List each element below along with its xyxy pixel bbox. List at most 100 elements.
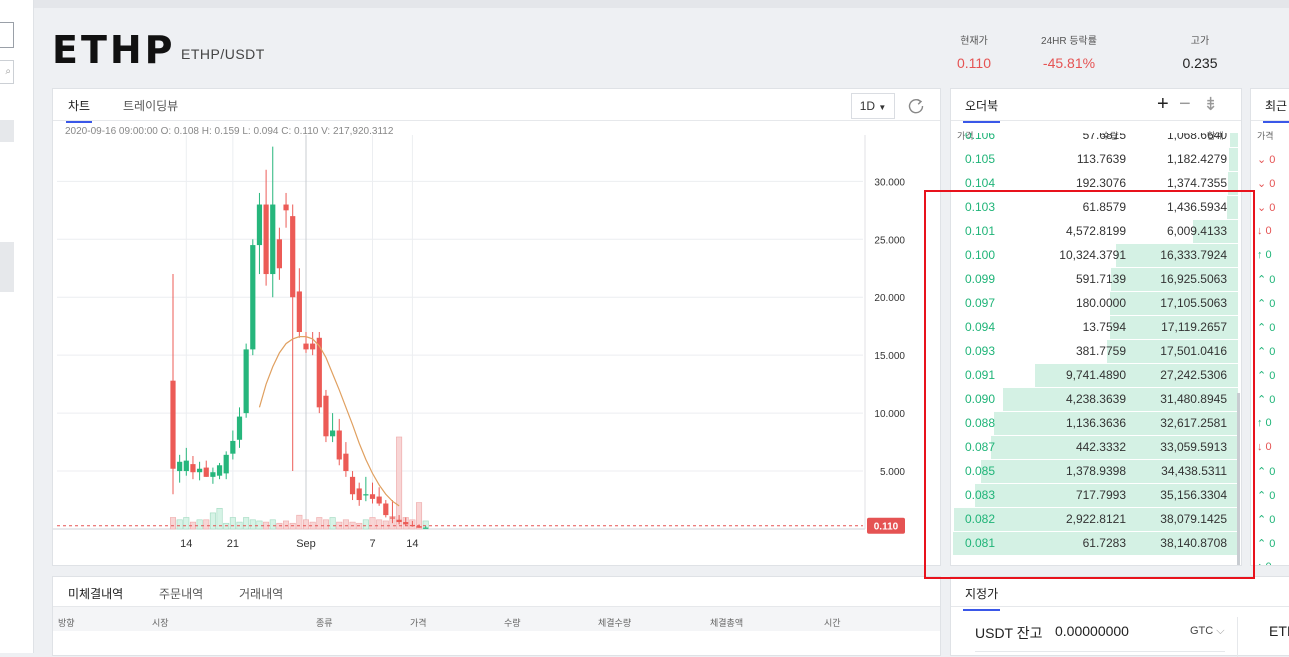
row-qty: 180.0000: [1075, 296, 1126, 310]
volume-bar: [322, 519, 329, 530]
tab-orderbook[interactable]: 오더북: [962, 99, 1001, 123]
orderbook-rows: 0.106 57.6815 1,068.6640 0.105 113.7639 1,182…: [951, 133, 1241, 565]
row-price: 0.093: [965, 344, 996, 358]
row-price: 0.094: [965, 320, 996, 334]
candle-body: [303, 343, 309, 350]
refresh-icon[interactable]: [905, 95, 927, 117]
candle-body: [230, 440, 236, 454]
sidebar-row-highlight[interactable]: [0, 242, 14, 292]
row-total: 16,925.5063: [1160, 272, 1227, 286]
orders-tabbar: [53, 577, 940, 607]
recent-trade-row: ⌃ 0: [1257, 321, 1275, 334]
orderbook-row[interactable]: 0.097 180.0000 17,105.5063: [951, 291, 1241, 315]
orderbook-row[interactable]: 0.085 1,378.9398 34,438.5311: [951, 459, 1241, 483]
pair-name: ETHP/USDT: [181, 46, 265, 62]
trade-price: 0: [1266, 394, 1276, 406]
volume-bar: [256, 520, 263, 530]
sidebar-row-selected[interactable]: [0, 120, 14, 142]
trade-price: 0: [1266, 346, 1276, 358]
trade-arrow-icon: ⌃: [1257, 538, 1267, 550]
tab-order-history[interactable]: 주문내역: [159, 587, 204, 601]
trade-arrow-icon: ⌄: [1257, 154, 1267, 166]
orderbook-row[interactable]: 0.081 61.7283 38,140.8708: [951, 531, 1241, 555]
row-qty: 61.8579: [1082, 200, 1126, 214]
recent-trade-row: ⌃ 0: [1257, 369, 1275, 382]
orderbook-row[interactable]: 0.105 113.7639 1,182.4279: [951, 147, 1241, 171]
x-tick-label: 14: [406, 538, 418, 550]
sidebar-search-input[interactable]: ⌕: [0, 60, 14, 84]
orderbook-row[interactable]: 0.106 57.6815 1,068.6640: [951, 133, 1241, 147]
orderbook-row[interactable]: 0.094 13.7594 17,119.2657: [951, 315, 1241, 339]
orderbook-scrollbar[interactable]: [1237, 393, 1240, 565]
orders-panel: 미체결내역 주문내역 거래내역: [52, 576, 941, 656]
trade-price: 0: [1266, 514, 1276, 526]
row-qty: 1,378.9398: [1065, 464, 1126, 478]
tif-select[interactable]: GTC ⌵: [1190, 625, 1225, 638]
candle-body: [323, 395, 329, 437]
orderbook-row[interactable]: 0.088 1,136.3636 32,617.2581: [951, 411, 1241, 435]
trade-arrow-icon: ⌃: [1257, 322, 1267, 334]
collapse-icon[interactable]: ⇟: [1203, 94, 1219, 114]
sidebar-input[interactable]: [0, 22, 14, 48]
candle-body: [376, 496, 382, 504]
y-tick-label: 30.000: [874, 177, 905, 188]
orderbook-row[interactable]: 0.093 381.7759 17,501.0416: [951, 339, 1241, 363]
candle-body: [296, 291, 302, 332]
orders-header-row: [53, 607, 940, 631]
orderbook-row[interactable]: 0.099 591.7139 16,925.5063: [951, 267, 1241, 291]
minus-icon[interactable]: −: [1179, 93, 1191, 115]
timeframe-select[interactable]: 1D ▼: [851, 93, 895, 119]
row-price: 0.083: [965, 488, 996, 502]
row-qty: 57.6815: [1082, 133, 1126, 142]
volume-bar: [170, 517, 177, 530]
col-market: 시장: [152, 618, 169, 628]
row-price: 0.103: [965, 200, 996, 214]
trade-arrow-icon: ⌃: [1257, 274, 1267, 286]
trade-price: 0: [1266, 298, 1276, 310]
tab-trade-history[interactable]: 거래내역: [239, 587, 284, 601]
tab-open-orders[interactable]: 미체결내역: [65, 587, 126, 611]
row-qty: 717.7993: [1075, 488, 1126, 502]
recent-trade-row: ⌃ 0: [1257, 537, 1275, 550]
depth-bar: [1110, 316, 1238, 339]
volume-bar: [283, 520, 290, 530]
plus-icon[interactable]: +: [1157, 93, 1169, 115]
y-tick-label: 10.000: [874, 409, 905, 420]
moving-average-line: [258, 336, 400, 507]
candle-body: [416, 526, 422, 528]
search-icon: ⌕: [5, 66, 11, 77]
candlestick-chart[interactable]: 30.000 25.000 20.000 15.000 10.000 5.000 14 21 S…: [53, 135, 940, 565]
orderbook-row[interactable]: 0.100 10,324.3791 16,333.7924: [951, 243, 1241, 267]
row-total: 1,068.6640: [1166, 133, 1227, 142]
orderbook-row[interactable]: 0.101 4,572.8199 6,009.4133: [951, 219, 1241, 243]
orderbook-row[interactable]: 0.090 4,238.3639 31,480.8945: [951, 387, 1241, 411]
recent-trade-row: ↑ 0: [1257, 561, 1272, 565]
row-price: 0.099: [965, 272, 996, 286]
trade-price: 0: [1266, 178, 1276, 190]
orderbook-row[interactable]: 0.087 442.3332 33,059.5913: [951, 435, 1241, 459]
recent-trades-panel: 최근 가격 ⌄ 0 ⌄ 0 ⌄ 0 ↓ 0 ↑ 0 ⌃ 0 ⌃ 0 ⌃ 0 ⌃ 0 ⌃ 0 ⌃ 0 ↑…: [1250, 88, 1289, 566]
col-price: 가격: [957, 131, 974, 141]
stat-current-price: 현재가 0.110: [942, 32, 1006, 71]
volume-bar: [196, 519, 203, 530]
last-price-label: 0.110: [874, 522, 899, 533]
trade-arrow-icon: ⌄: [1257, 178, 1267, 190]
tab-chart[interactable]: 차트: [65, 99, 93, 123]
row-total: 31,480.8945: [1160, 392, 1227, 406]
row-price: 0.101: [965, 224, 996, 238]
orderbook-row[interactable]: 0.104 192.3076 1,374.7355: [951, 171, 1241, 195]
row-price: 0.100: [965, 248, 996, 262]
tab-limit-order[interactable]: 지정가: [962, 587, 1001, 611]
row-qty: 2,922.8121: [1065, 512, 1126, 526]
tab-tradingview[interactable]: 트레이딩뷰: [123, 99, 179, 113]
divider: [975, 651, 1225, 652]
orderbook-row[interactable]: 0.083 717.7993 35,156.3304: [951, 483, 1241, 507]
candle-body: [270, 204, 276, 275]
orderbook-row[interactable]: 0.091 9,741.4890 27,242.5306: [951, 363, 1241, 387]
candle-body: [336, 430, 342, 460]
trade-price: 0: [1262, 249, 1272, 261]
row-qty: 381.7759: [1075, 344, 1126, 358]
tab-recent-trades[interactable]: 최근: [1262, 99, 1289, 123]
orderbook-row[interactable]: 0.103 61.8579 1,436.5934: [951, 195, 1241, 219]
orderbook-row[interactable]: 0.082 2,922.8121 38,079.1425: [951, 507, 1241, 531]
